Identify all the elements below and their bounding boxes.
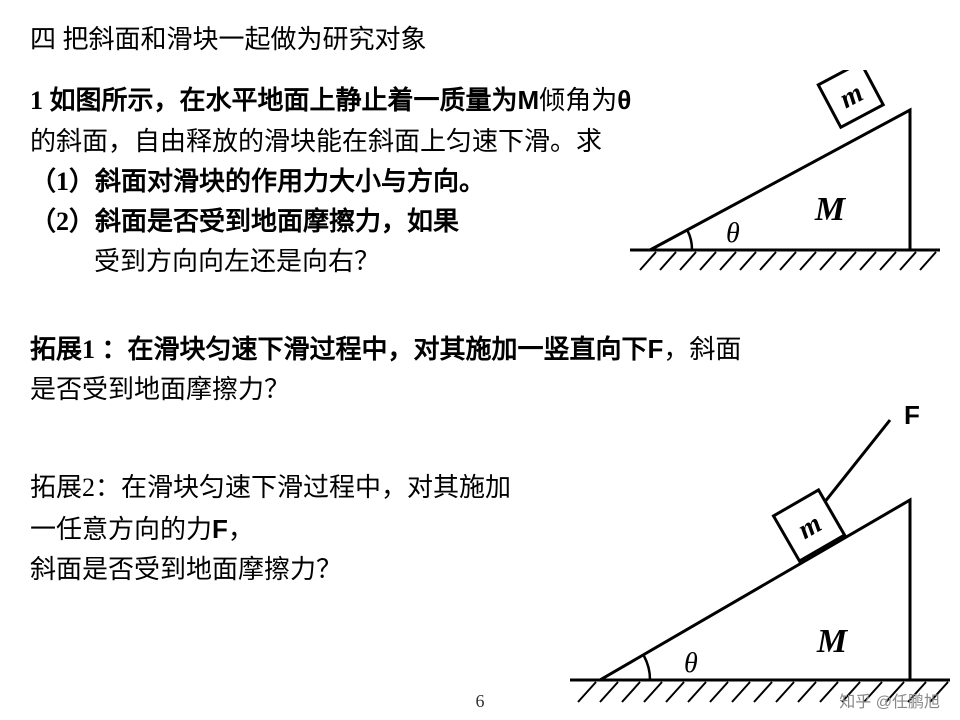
force-label-F: F	[904, 400, 920, 430]
problem-1-line-1: 1 如图所示，在水平地面上静止着一质量为M倾角为θ	[30, 80, 650, 121]
figure-wedge-top: m M θ	[630, 70, 940, 280]
wedge-label-M-2: M	[816, 623, 849, 660]
ext2-line-1: 拓展2：在滑块匀速下滑过程中，对其施加	[30, 468, 590, 508]
problem-1-line-2: 的斜面，自由释放的滑块能在斜面上匀速下滑。求	[30, 122, 650, 162]
page-number: 6	[476, 691, 485, 712]
text: 一任意方向的力	[30, 515, 212, 544]
problem-1-q1: （1）斜面对滑块的作用力大小与方向。	[30, 162, 650, 202]
text: 拓展1 ：在滑块匀速下滑过程中，对其施加一竖直向下	[30, 335, 648, 364]
wedge-label-M: M	[814, 191, 847, 228]
force-F: F	[212, 514, 228, 544]
text: ，	[228, 515, 254, 544]
mass-M: M	[518, 85, 540, 115]
problem-1-q2b: 受到方向向左还是向右？	[30, 242, 650, 282]
section-title: 四 把斜面和滑块一起做为研究对象	[30, 20, 930, 60]
watermark: 知乎 @任鹏旭	[839, 688, 940, 712]
angle-label-theta-2: θ	[684, 648, 698, 679]
figure-wedge-bottom: F m M θ	[570, 400, 950, 710]
extension-1: 拓展1 ：在滑块匀速下滑过程中，对其施加一竖直向下F，斜面 是否受到地面摩擦力？	[30, 329, 930, 411]
problem-1: 1 如图所示，在水平地面上静止着一质量为M倾角为θ 的斜面，自由释放的滑块能在斜…	[30, 80, 650, 282]
text: ，斜面	[663, 335, 741, 364]
text: 倾角为	[539, 86, 617, 115]
angle-label-theta: θ	[726, 218, 740, 249]
ext2-line-3: 斜面是否受到地面摩擦力？	[30, 550, 590, 590]
extension-2: 拓展2：在滑块匀速下滑过程中，对其施加 一任意方向的力F， 斜面是否受到地面摩擦…	[30, 468, 590, 590]
problem-1-q2a: （2）斜面是否受到地面摩擦力，如果	[30, 202, 650, 242]
text: 1 如图所示，在水平地面上静止着一质量为	[30, 86, 518, 115]
force-F: F	[648, 334, 664, 364]
ext2-line-2: 一任意方向的力F，	[30, 509, 590, 550]
ext1-line-1: 拓展1 ：在滑块匀速下滑过程中，对其施加一竖直向下F，斜面	[30, 329, 930, 370]
